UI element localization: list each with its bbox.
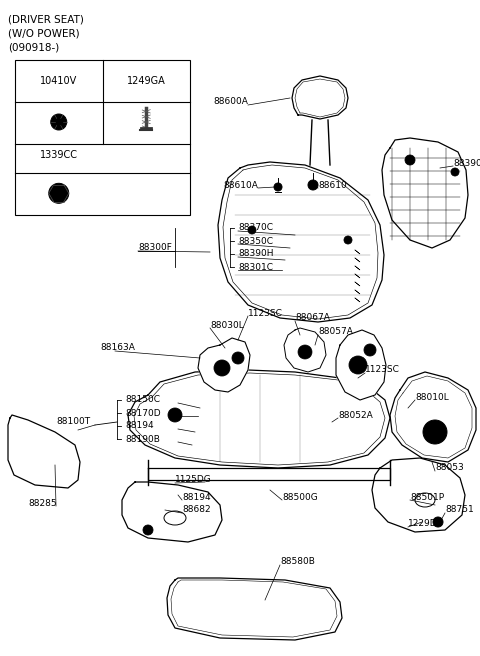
Circle shape [232,352,244,364]
Polygon shape [8,415,80,488]
Circle shape [143,525,153,535]
Text: 1123SC: 1123SC [248,308,283,318]
Text: 1125DG: 1125DG [175,476,212,485]
Circle shape [433,517,443,527]
Text: 88010L: 88010L [415,392,449,401]
Text: 88057A: 88057A [318,327,353,337]
Circle shape [274,183,282,191]
Circle shape [54,188,64,198]
Circle shape [308,180,318,190]
Text: 88610: 88610 [318,180,347,190]
Text: 88350C: 88350C [238,237,273,245]
Text: 88190B: 88190B [125,434,160,443]
Circle shape [423,420,447,444]
Polygon shape [284,328,326,372]
Circle shape [405,155,415,165]
Text: 88285: 88285 [28,499,57,508]
Polygon shape [218,162,384,322]
Circle shape [214,360,230,376]
Text: 88150C: 88150C [125,396,160,405]
Text: 88170D: 88170D [125,409,161,417]
Text: 88053: 88053 [435,464,464,472]
Circle shape [55,119,62,125]
Text: 88067A: 88067A [295,314,330,323]
Text: 88600A: 88600A [213,98,248,106]
Text: 88194: 88194 [125,422,154,430]
Text: (090918-): (090918-) [8,42,59,52]
Circle shape [49,183,69,203]
Polygon shape [148,468,390,480]
Text: 88370C: 88370C [238,224,273,232]
Polygon shape [292,76,348,119]
Text: 88100T: 88100T [56,417,90,426]
Text: 88390N: 88390N [453,159,480,167]
Text: 1249GA: 1249GA [127,76,166,86]
Text: 88500G: 88500G [282,493,318,501]
Circle shape [451,168,459,176]
Text: 88194: 88194 [182,493,211,501]
Polygon shape [336,330,386,400]
Polygon shape [128,370,390,468]
Polygon shape [382,138,468,248]
Text: 88682: 88682 [182,506,211,514]
Ellipse shape [164,511,186,525]
Ellipse shape [415,493,435,507]
Text: 88052A: 88052A [338,411,373,419]
Text: 1339CC: 1339CC [40,150,78,159]
Circle shape [248,226,256,234]
Text: 88610A: 88610A [223,180,258,190]
Text: 88300F: 88300F [138,243,172,253]
Circle shape [168,408,182,422]
Circle shape [364,344,376,356]
Text: (W/O POWER): (W/O POWER) [8,28,80,38]
Text: 1123SC: 1123SC [365,365,400,375]
Text: 88580B: 88580B [280,558,315,567]
Circle shape [344,236,352,244]
Text: 88163A: 88163A [100,344,135,352]
Text: 10410V: 10410V [40,76,77,86]
Text: 88030L: 88030L [210,321,244,329]
Circle shape [51,114,67,130]
Polygon shape [390,372,476,462]
Bar [15,60,190,215]
Text: 1229DB: 1229DB [408,520,444,529]
Polygon shape [167,578,342,640]
Polygon shape [198,338,250,392]
Polygon shape [372,458,465,532]
Circle shape [349,356,367,374]
Text: 88501P: 88501P [410,493,444,501]
Circle shape [298,345,312,359]
Text: (DRIVER SEAT): (DRIVER SEAT) [8,14,84,24]
Text: 88390H: 88390H [238,249,274,258]
Polygon shape [122,482,222,542]
Text: 88751: 88751 [445,506,474,514]
Text: 88301C: 88301C [238,262,273,272]
